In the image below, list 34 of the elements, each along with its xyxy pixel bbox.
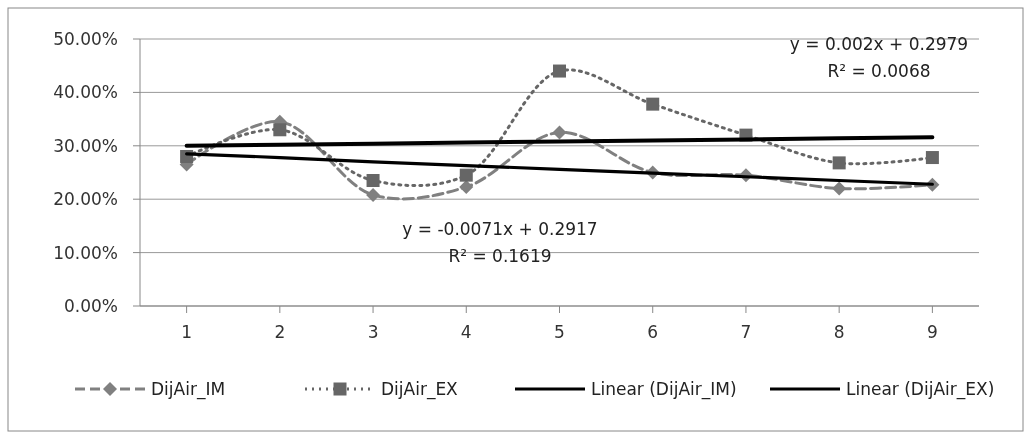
x-tick-label: 1 (181, 322, 193, 342)
annotation: R² = 0.0068 (827, 61, 931, 81)
point (925, 151, 939, 165)
legend-label: DijAir_EX (381, 378, 459, 400)
annotation: R² = 0.1619 (448, 246, 552, 266)
point (366, 187, 381, 202)
y-tick-label: 50.00% (53, 28, 118, 49)
point (273, 123, 287, 137)
x-tick-label: 8 (833, 322, 845, 342)
point (832, 181, 847, 196)
legend-label: Linear (DijAir_IM) (591, 378, 737, 400)
annotation: y = -0.0071x + 0.2917 (402, 219, 598, 239)
y-tick-label: 10.00% (53, 242, 118, 263)
legend-label: DijAir_IM (151, 378, 226, 400)
point (366, 174, 380, 188)
y-tick-label: 20.00% (53, 189, 118, 210)
point (552, 125, 567, 140)
x-tick-label: 3 (367, 322, 379, 342)
point (646, 97, 660, 111)
legend-label: Linear (DijAir_EX) (846, 378, 995, 400)
x-tick-label: 4 (460, 322, 472, 342)
point (553, 64, 566, 78)
point (832, 156, 846, 170)
x-tick-label: 5 (554, 322, 565, 342)
point (459, 168, 473, 182)
x-tick-label: 2 (274, 322, 286, 342)
x-tick-label: 7 (740, 322, 752, 342)
y-tick-label: 30.00% (53, 135, 118, 156)
annotation: y = 0.002x + 0.2979 (789, 34, 969, 54)
y-tick-label: 0.00% (63, 295, 118, 316)
y-tick-label: 40.00% (53, 82, 118, 103)
x-tick-label: 6 (647, 322, 659, 342)
x-tick-label: 9 (926, 322, 938, 342)
point (459, 179, 474, 194)
